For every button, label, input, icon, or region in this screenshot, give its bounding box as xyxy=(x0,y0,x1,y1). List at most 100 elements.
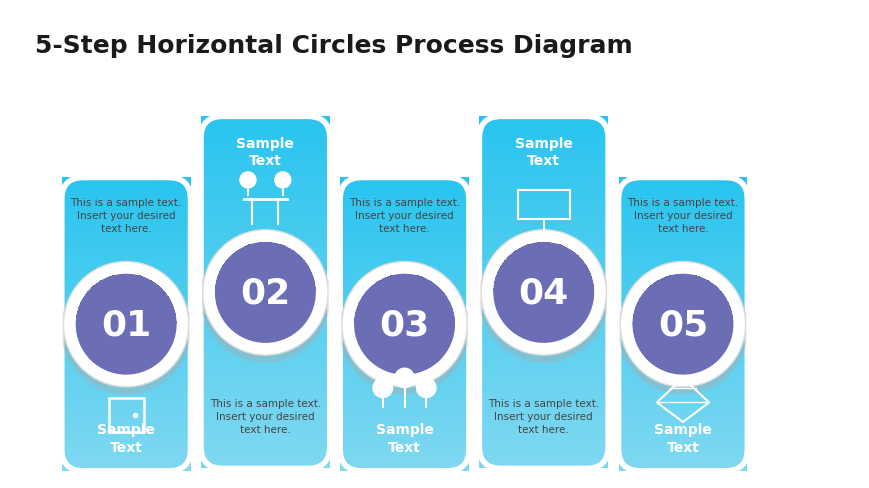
Bar xyxy=(201,293,329,297)
Bar xyxy=(618,383,746,386)
Bar xyxy=(340,394,468,398)
Bar xyxy=(224,263,306,264)
Bar xyxy=(497,271,589,272)
Bar xyxy=(355,317,454,318)
Bar xyxy=(618,321,746,325)
Bar xyxy=(62,292,190,295)
Bar xyxy=(493,287,594,288)
Bar xyxy=(618,178,746,182)
Bar xyxy=(632,318,733,319)
Bar xyxy=(658,280,706,281)
Bar xyxy=(340,339,468,343)
Text: Sample
Text: Sample Text xyxy=(236,137,294,168)
Bar xyxy=(618,284,746,288)
Bar xyxy=(241,248,289,249)
Ellipse shape xyxy=(493,243,594,343)
Bar xyxy=(62,416,190,420)
Bar xyxy=(201,117,329,122)
Bar xyxy=(356,308,452,309)
Bar xyxy=(62,317,190,321)
Bar xyxy=(340,178,468,182)
Text: This is a sample text.
Insert your desired
text here.: This is a sample text. Insert your desir… xyxy=(627,198,738,234)
Bar xyxy=(62,405,190,408)
Bar xyxy=(355,314,454,315)
Bar xyxy=(507,257,579,258)
Bar xyxy=(356,307,452,308)
Bar xyxy=(618,295,746,299)
Bar xyxy=(504,261,582,262)
Bar xyxy=(354,323,454,324)
Bar xyxy=(354,318,454,319)
Bar xyxy=(201,249,329,253)
Bar xyxy=(479,359,607,363)
Bar xyxy=(618,255,746,259)
Bar xyxy=(618,317,746,321)
Bar xyxy=(479,284,607,288)
Bar xyxy=(340,398,468,401)
Bar xyxy=(201,135,329,139)
Bar xyxy=(62,346,190,350)
Bar xyxy=(494,284,593,285)
Bar xyxy=(493,286,594,287)
Bar xyxy=(340,376,468,379)
Bar xyxy=(62,259,190,263)
Bar xyxy=(618,306,746,310)
Bar xyxy=(340,442,468,445)
Bar xyxy=(62,383,190,386)
Bar xyxy=(618,445,746,449)
Bar xyxy=(201,183,329,187)
Bar xyxy=(77,310,175,311)
Bar xyxy=(537,243,549,244)
Bar xyxy=(221,268,309,269)
Bar xyxy=(479,332,607,337)
Bar xyxy=(363,295,445,296)
Bar xyxy=(340,401,468,405)
Bar xyxy=(62,244,190,248)
Bar xyxy=(201,328,329,332)
Bar xyxy=(62,372,190,376)
Bar xyxy=(90,289,163,290)
Bar xyxy=(201,201,329,205)
Bar xyxy=(340,365,468,368)
Bar xyxy=(618,350,746,354)
Bar xyxy=(62,303,190,306)
Bar xyxy=(76,315,176,316)
Bar xyxy=(647,288,718,289)
Bar xyxy=(62,197,190,200)
Bar xyxy=(618,438,746,442)
Bar xyxy=(378,281,430,282)
Bar xyxy=(76,313,176,314)
Text: This is a sample text.
Insert your desired
text here.: This is a sample text. Insert your desir… xyxy=(209,398,321,434)
Bar xyxy=(201,451,329,455)
Bar xyxy=(479,236,607,240)
Bar xyxy=(479,350,607,354)
Bar xyxy=(647,287,717,288)
Bar xyxy=(340,215,468,219)
Bar xyxy=(244,246,286,247)
Bar xyxy=(82,300,170,301)
Bar xyxy=(638,299,726,300)
Bar xyxy=(62,237,190,241)
Bar xyxy=(479,231,607,236)
Bar xyxy=(354,319,454,320)
Bar xyxy=(633,314,732,315)
Ellipse shape xyxy=(339,264,469,394)
Bar xyxy=(340,288,468,291)
Bar xyxy=(479,192,607,196)
Bar xyxy=(640,297,725,298)
Bar xyxy=(479,130,607,135)
Bar xyxy=(502,263,584,264)
Bar xyxy=(340,423,468,427)
Bar xyxy=(479,280,607,284)
Bar xyxy=(62,368,190,372)
Bar xyxy=(201,122,329,126)
Bar xyxy=(340,266,468,269)
Bar xyxy=(618,339,746,343)
Bar xyxy=(201,416,329,420)
Bar xyxy=(479,223,607,227)
Bar xyxy=(505,260,581,261)
Bar xyxy=(340,303,468,306)
Bar xyxy=(62,460,190,464)
Bar xyxy=(62,255,190,259)
Bar xyxy=(340,222,468,225)
